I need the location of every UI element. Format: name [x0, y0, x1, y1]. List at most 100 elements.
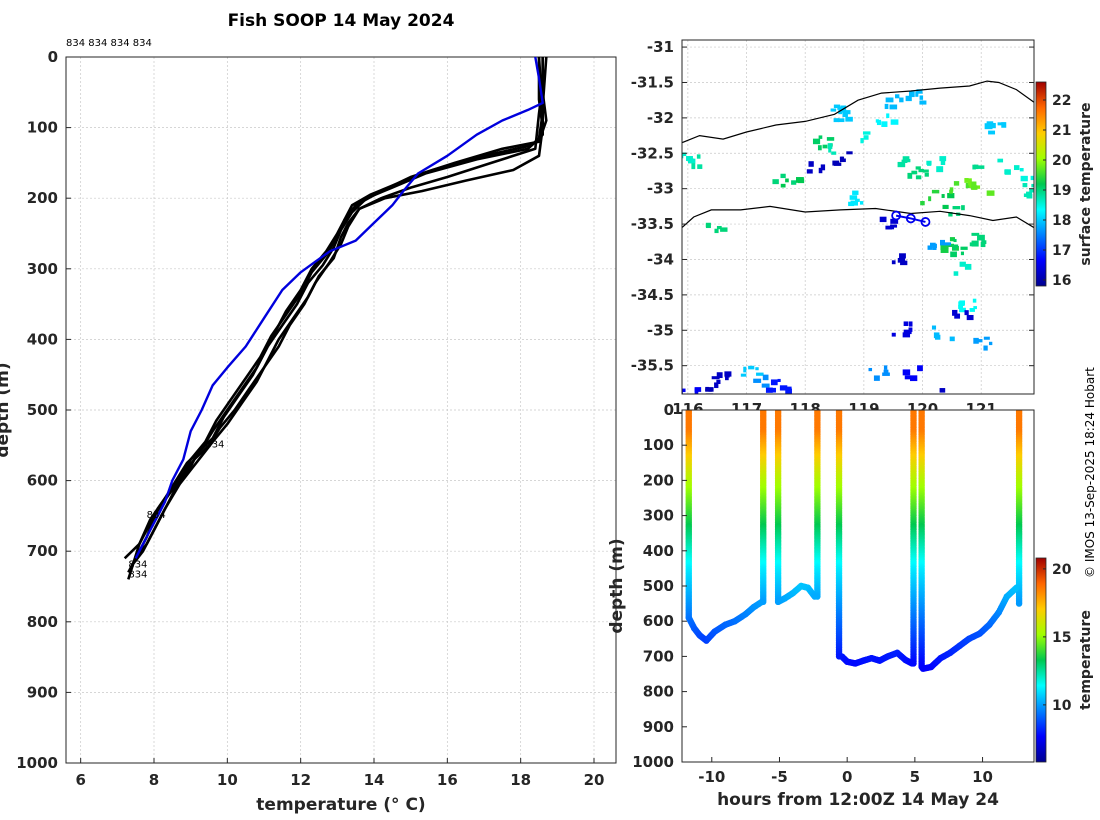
sst-cell	[720, 227, 728, 232]
sst-cell	[989, 122, 996, 129]
sst-cell	[988, 130, 996, 135]
time-depth-colorbar-tick-label: 20	[1052, 562, 1072, 578]
profile-x-tick-label: 12	[290, 771, 311, 789]
map-y-tick-label: -31.5	[631, 73, 674, 91]
sst-cell	[902, 369, 911, 376]
map-coast-lower	[682, 205, 1034, 229]
map-coast-upper	[682, 80, 1034, 144]
sst-cell	[971, 185, 977, 190]
sst-cell	[753, 378, 762, 383]
sst-cell	[785, 388, 792, 394]
sst-cell	[890, 218, 899, 224]
profile-chart-title: Fish SOOP 14 May 2024	[228, 11, 455, 31]
sst-cell	[897, 161, 906, 168]
sst-cell	[941, 194, 945, 198]
map-colorbar-tick-label: 17	[1052, 243, 1071, 259]
sst-cell	[862, 131, 871, 135]
sst-cell	[1029, 188, 1034, 193]
sst-cell	[1023, 193, 1028, 198]
sst-cell	[714, 228, 719, 234]
sst-cell	[931, 189, 940, 194]
sst-cell	[964, 263, 972, 270]
sst-cell	[1026, 191, 1032, 195]
sst-cell	[958, 301, 965, 307]
profile-axes-box	[65, 56, 617, 764]
map-colorbar-ticks: 16 17 18 19 20 21 22	[1043, 93, 1072, 289]
sst-cell	[907, 172, 913, 179]
profile-y-tick-label: 1000	[16, 754, 58, 772]
sst-cell	[879, 216, 887, 223]
sst-cell	[765, 387, 773, 393]
map-axes-box	[681, 39, 1035, 395]
sst-cell	[908, 321, 913, 327]
sst-cell	[885, 97, 894, 103]
map-y-tick-label: -35.5	[631, 357, 674, 375]
sst-cell	[949, 237, 955, 242]
sst-cell	[964, 178, 969, 183]
sst-cell	[938, 397, 943, 400]
time-depth-y-tick-label: 500	[643, 577, 674, 595]
sst-cell	[917, 365, 923, 372]
bottom-point	[811, 593, 818, 600]
sst-cell	[716, 225, 722, 230]
map-ticks: 116 117 118 119 120 121-31-31.5-32-32.5-33-33…	[631, 38, 1034, 418]
sst-cell	[895, 94, 900, 99]
sst-cell	[964, 310, 969, 316]
sst-cell	[889, 104, 898, 110]
sst-cell	[818, 135, 823, 139]
map-y-tick-label: -34	[647, 250, 674, 268]
sst-cell	[952, 309, 958, 316]
sst-cell	[1030, 175, 1034, 181]
sst-cell	[915, 175, 922, 180]
sst-cell	[950, 251, 957, 258]
time-depth-ticks: -10 -5 0 5 100100200300400500600700800900100…	[632, 401, 993, 786]
profile-x-tick-label: 16	[437, 771, 458, 789]
time-depth-y-tick-label: 100	[643, 436, 674, 454]
profile-y-tick-label: 100	[27, 119, 58, 137]
profile-line	[123, 56, 545, 560]
profile-y-axis-label: depth (m)	[0, 362, 13, 457]
sst-cell	[883, 369, 889, 373]
sst-cell	[762, 374, 769, 381]
sst-cell	[842, 111, 848, 117]
sst-cell	[952, 245, 957, 251]
sst-cell	[808, 161, 814, 167]
profile-y-tick-label: 500	[27, 401, 58, 419]
sst-cell	[972, 164, 976, 170]
profile-lines	[123, 56, 548, 580]
profile-point-label: 834	[205, 439, 224, 450]
sst-cell	[755, 367, 759, 371]
sst-cell	[983, 345, 988, 351]
time-depth-x-tick-label: -10	[698, 768, 725, 786]
sst-cell	[939, 156, 947, 162]
profile-x-tick-label: 6	[75, 771, 85, 789]
sst-cell	[839, 158, 846, 163]
map-y-tick-label: -34.5	[631, 286, 674, 304]
sst-cell	[980, 241, 986, 248]
sst-cell	[724, 371, 732, 377]
sst-cell	[966, 314, 974, 321]
profile-point-label: 834	[147, 510, 166, 521]
time-depth-colorbar-tick-label: 10	[1052, 698, 1072, 714]
sst-cell	[791, 180, 797, 185]
sst-cell	[777, 378, 781, 383]
profile-y-tick-label: 700	[27, 542, 58, 560]
sst-cell	[696, 154, 701, 159]
profile-y-tick-label: 0	[48, 48, 58, 66]
profile-y-tick-label: 800	[27, 613, 58, 631]
time-depth-y-tick-label: 600	[643, 612, 674, 630]
sst-cell	[919, 95, 924, 100]
sst-cell	[911, 170, 918, 175]
sst-cell	[833, 104, 841, 109]
sst-cell	[846, 151, 853, 155]
sst-cell	[939, 239, 946, 246]
sst-cell	[818, 167, 823, 174]
sst-cell	[694, 387, 702, 392]
sst-cell	[711, 376, 720, 380]
sst-cell	[908, 91, 915, 98]
sst-cell	[780, 183, 786, 188]
ship-track-point	[891, 210, 902, 221]
sst-cell	[860, 138, 864, 144]
sst-cell	[876, 119, 882, 126]
